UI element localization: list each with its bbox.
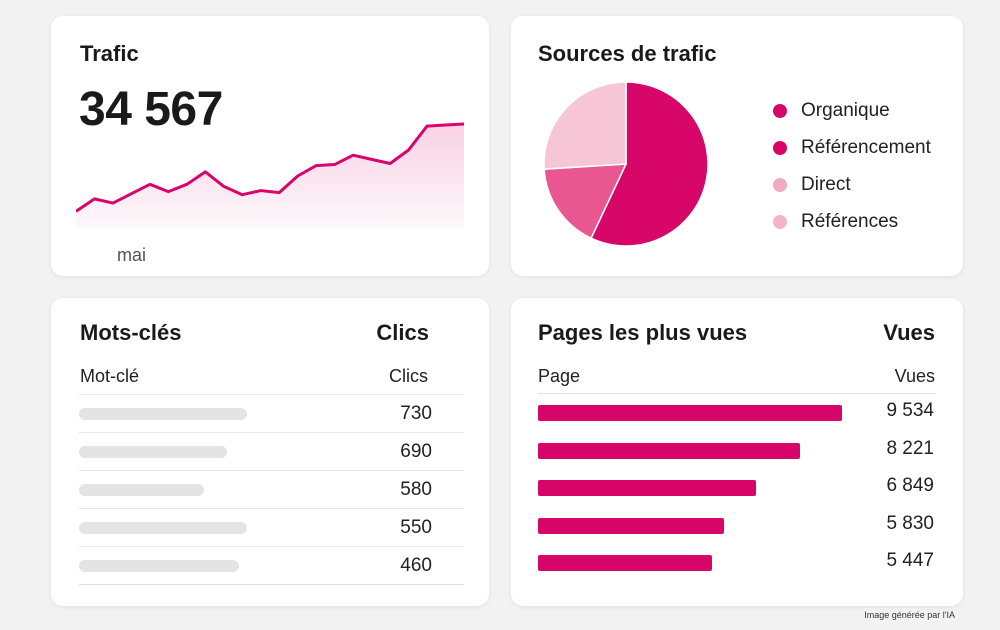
page-views-bar — [538, 480, 756, 496]
legend-item: Références — [773, 203, 931, 240]
legend-label: Références — [801, 210, 899, 232]
table-row: 9 534 — [538, 395, 936, 432]
traffic-area — [76, 124, 464, 228]
legend-dot — [773, 140, 787, 155]
keyword-placeholder-bar — [79, 408, 247, 420]
table-row: 5 830 — [538, 508, 936, 545]
clicks-value: 690 — [400, 441, 432, 462]
clicks-value: 550 — [400, 517, 432, 538]
table-row: 580 — [79, 470, 464, 508]
legend-dot — [773, 214, 787, 229]
table-row: 730 — [79, 394, 464, 432]
page-views-bar — [538, 405, 842, 421]
table-row: 690 — [79, 432, 464, 470]
traffic-line-chart — [76, 122, 465, 228]
top-pages-card: Pages les plus vues Vues Page Vues 9 534… — [511, 298, 963, 606]
sources-pie-chart — [543, 81, 709, 247]
views-value: 6 849 — [886, 475, 934, 496]
pages-header-rule — [538, 393, 936, 394]
pages-col-views: Vues — [894, 366, 935, 386]
sources-legend: Organique Référencement Direct Références — [773, 92, 931, 240]
legend-label: Référencement — [801, 136, 931, 158]
legend-label: Organique — [801, 99, 890, 121]
keyword-placeholder-bar — [79, 522, 247, 534]
keywords-title: Mots-clés — [80, 320, 182, 345]
keywords-col-clicks: Clics — [389, 366, 428, 386]
keyword-placeholder-bar — [79, 446, 227, 458]
traffic-card: Trafic 34 567 mai — [51, 16, 489, 276]
traffic-month-label: mai — [117, 245, 147, 265]
traffic-title: Trafic — [80, 41, 139, 66]
legend-dot — [773, 177, 787, 192]
clicks-value: 730 — [400, 403, 432, 424]
keywords-bottom-rule — [79, 584, 464, 585]
keyword-placeholder-bar — [79, 484, 204, 496]
clicks-value: 580 — [400, 479, 432, 500]
table-row: 550 — [79, 508, 464, 546]
pages-col-page: Page — [538, 366, 581, 386]
page-views-bar — [538, 442, 800, 459]
keyword-placeholder-bar — [79, 560, 239, 572]
table-row: 5 447 — [538, 545, 936, 582]
keywords-card: Mots-clés Clics Mot-clé Clics 730 690 580 5… — [51, 298, 489, 606]
views-value: 8 221 — [886, 437, 934, 459]
traffic-total-value: 34 567 — [79, 83, 223, 136]
page-views-bar — [538, 555, 712, 571]
table-row: 6 849 — [538, 470, 936, 507]
views-value: 5 830 — [886, 512, 934, 534]
views-value: 9 534 — [886, 400, 934, 421]
pie-slice-1 — [543, 163, 628, 240]
footer-note: Image générée par l'IA — [864, 610, 955, 620]
views-value: 5 447 — [886, 550, 934, 571]
table-row: 460 — [79, 546, 464, 584]
legend-dot — [773, 103, 787, 118]
traffic-sources-card: Sources de trafic Organique Référencement… — [511, 16, 963, 276]
clicks-value: 460 — [400, 555, 432, 576]
sources-title: Sources de trafic — [538, 41, 717, 66]
traffic-line — [76, 122, 465, 213]
table-row: 8 221 — [538, 433, 936, 470]
pie-slice-0 — [590, 81, 709, 247]
legend-label: Direct — [801, 173, 851, 195]
top-pages-title: Pages les plus vues — [538, 320, 748, 345]
top-pages-title-right: Vues — [883, 320, 935, 345]
legend-item: Organique — [773, 92, 931, 129]
keywords-col-keyword: Mot-clé — [80, 366, 140, 386]
legend-item: Direct — [773, 166, 931, 203]
legend-item: Référencement — [773, 129, 931, 166]
keywords-title-right: Clics — [376, 320, 429, 345]
pie-slice-2 — [543, 81, 627, 170]
page-views-bar — [538, 517, 724, 534]
